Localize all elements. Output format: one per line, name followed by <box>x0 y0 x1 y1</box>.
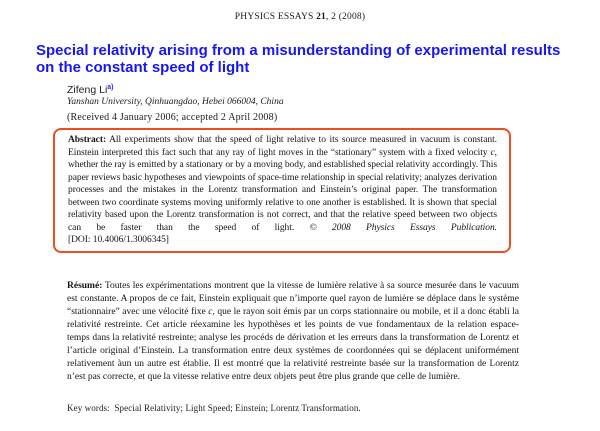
doi: [DOI: 10.4006/1.3006345] <box>68 235 169 245</box>
author-name: Zifeng Li <box>67 84 108 96</box>
resume-paragraph: Résumé: Toutes les expérimentations mont… <box>67 280 519 384</box>
velocity-symbol-fr: c <box>208 306 213 317</box>
abstract-paragraph: Abstract: All experiments show that the … <box>68 134 497 247</box>
author-footnote-marker[interactable]: a) <box>107 84 114 91</box>
copyright-notice: © 2008 Physics Essays Publication. <box>309 222 497 233</box>
resume-label: Résumé: <box>67 280 103 291</box>
paper-title: Special relativity arising from a misund… <box>36 42 561 76</box>
abstract-label: Abstract: <box>68 135 107 145</box>
resume-body-2: , que le rayon soit émis par un corps st… <box>67 306 519 382</box>
abstract-box: Abstract: All experiments show that the … <box>53 128 511 253</box>
journal-name: PHYSICS ESSAYS <box>234 12 317 22</box>
abstract-body-2: , whether the ray is emitted by a statio… <box>68 147 497 233</box>
author-line: Zifeng Lia) <box>67 84 114 96</box>
received-accepted-dates: (Received 4 January 2006; accepted 2 Apr… <box>67 112 278 123</box>
journal-header: PHYSICS ESSAYS 21, 2 (2008) <box>0 12 600 22</box>
resume-body-1: Toutes les expérimentations montrent que… <box>67 280 519 317</box>
keywords-label: Key words: <box>67 403 110 413</box>
journal-issue: , 2 (2008) <box>326 12 366 22</box>
keywords-list: Special Relativity; Light Speed; Einstei… <box>114 403 361 413</box>
journal-volume: 21 <box>316 12 327 22</box>
affiliation: Yanshan University, Qinhuangdao, Hebei 0… <box>67 97 284 107</box>
velocity-symbol: c <box>490 147 495 158</box>
keywords-line: Key words: Special Relativity; Light Spe… <box>67 403 361 413</box>
abstract-body-1: All experiments show that the speed of l… <box>68 135 497 158</box>
